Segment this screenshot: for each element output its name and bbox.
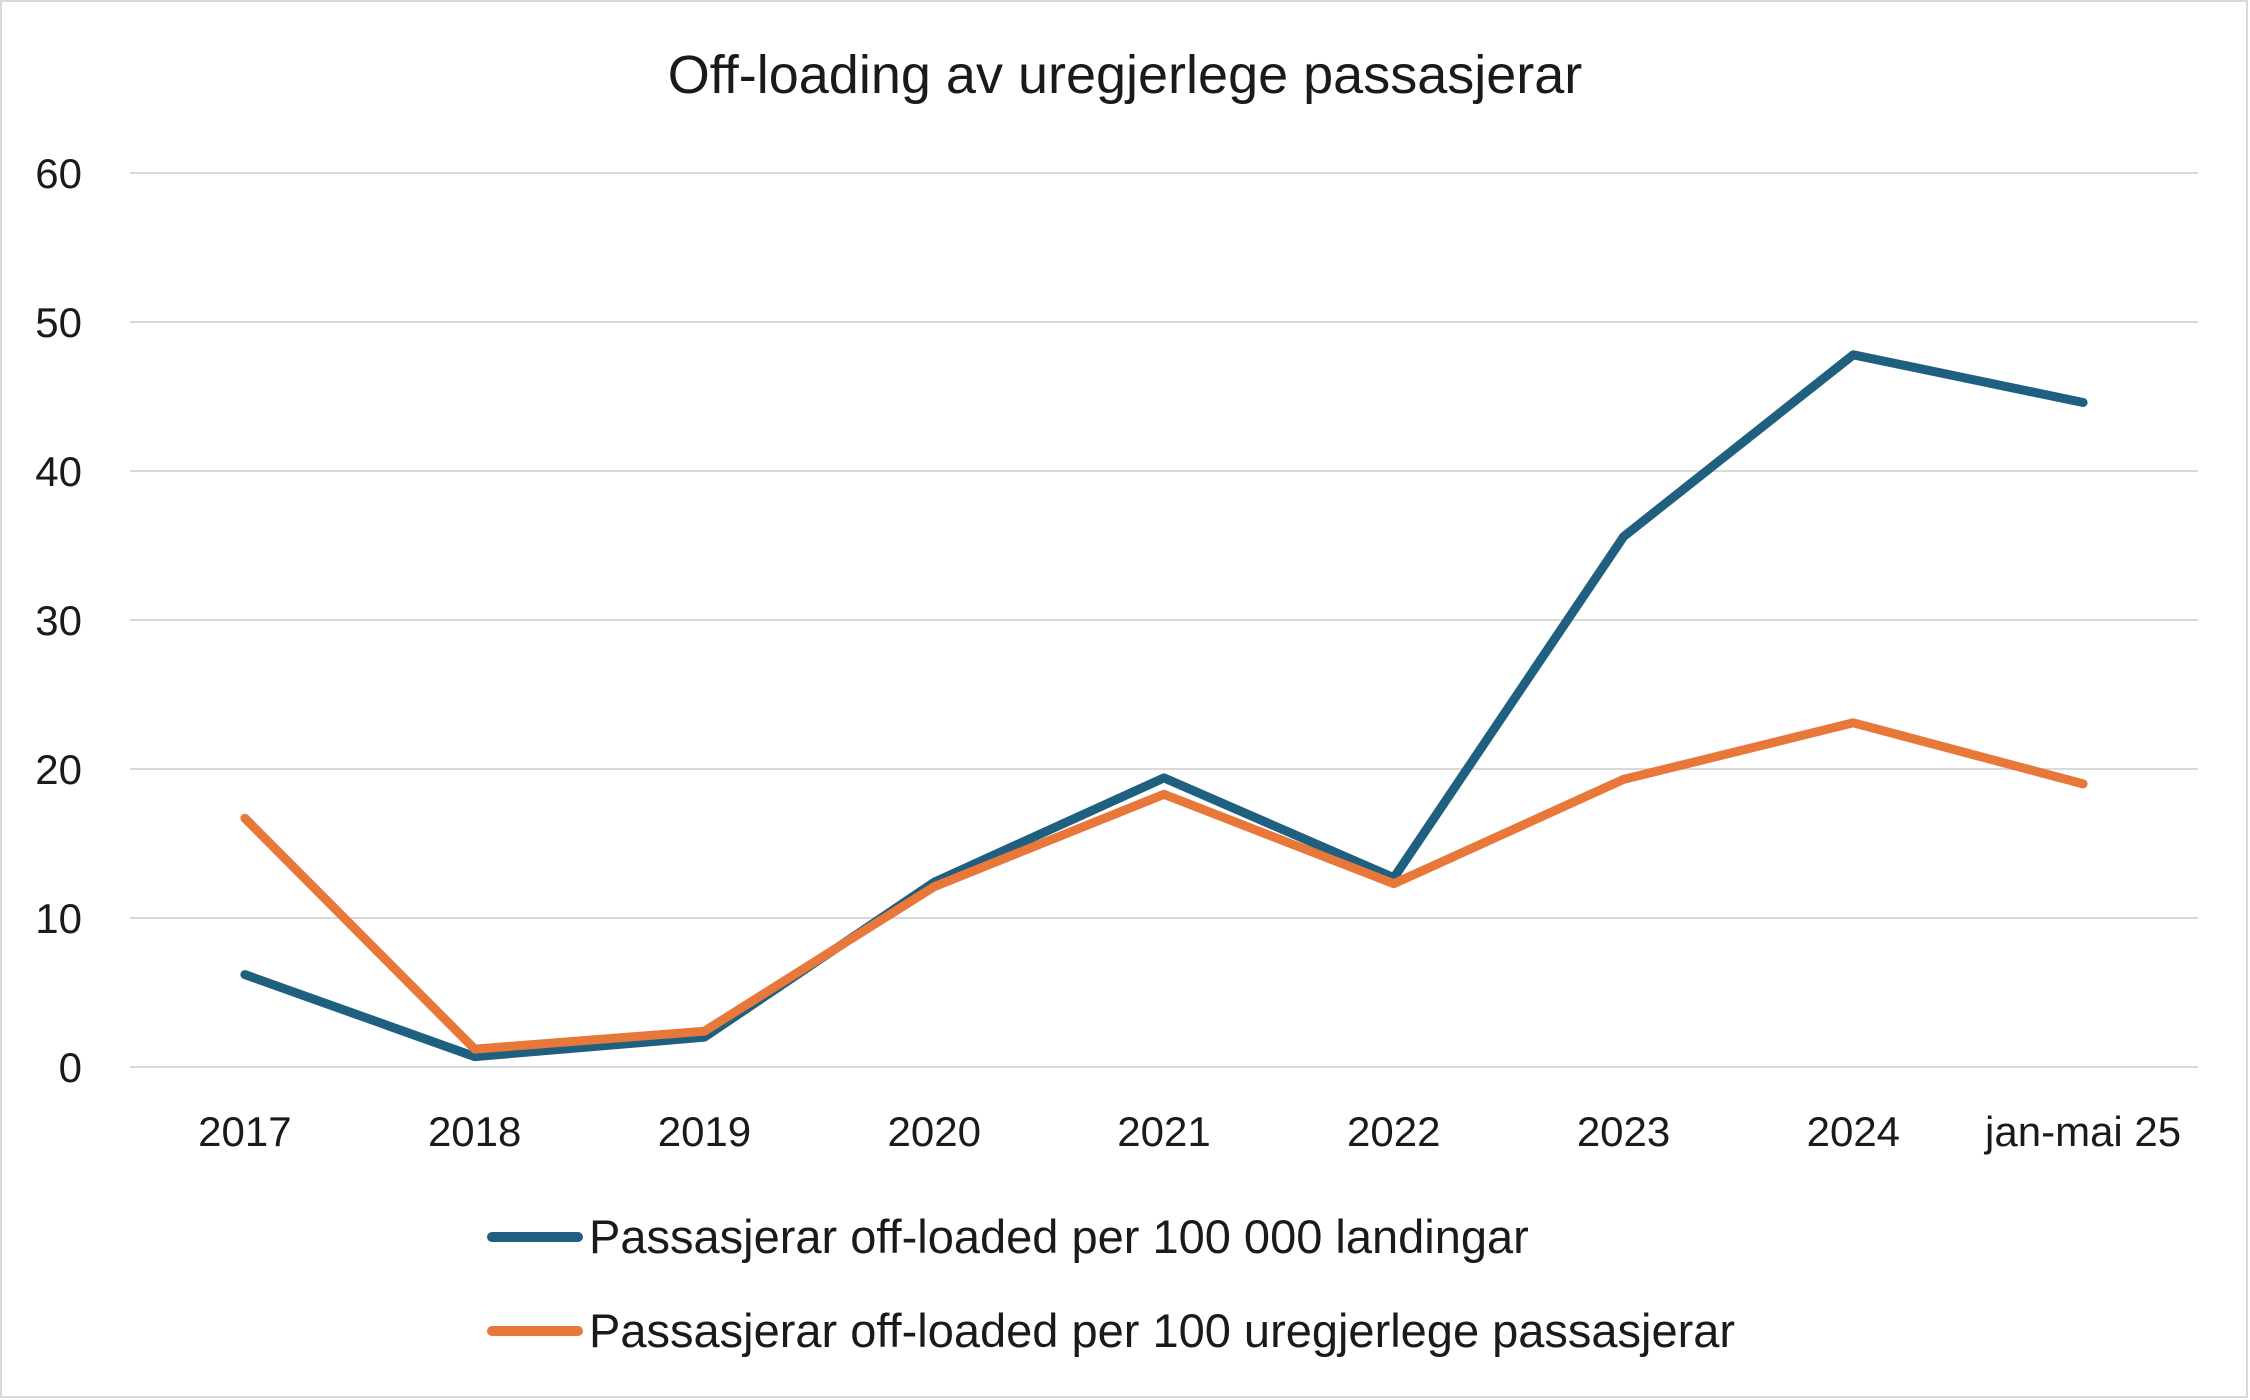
legend: Passasjerar off-loaded per 100 000 landi…	[487, 1210, 1735, 1357]
y-tick-label: 40	[35, 448, 82, 495]
legend-label-2: Passasjerar off-loaded per 100 uregjerle…	[589, 1304, 1735, 1357]
y-tick-label: 10	[35, 895, 82, 942]
y-tick-label: 20	[35, 746, 82, 793]
series-line-1	[240, 350, 2088, 1062]
x-tick-label: 2020	[888, 1108, 981, 1155]
x-tick-label: 2017	[198, 1108, 291, 1155]
gridlines	[130, 172, 2198, 1068]
y-tick-label: 0	[59, 1044, 82, 1091]
series-lines	[240, 350, 2088, 1062]
series-line-2	[240, 718, 2088, 1054]
x-tick-label: 2023	[1577, 1108, 1670, 1155]
x-tick-label: 2024	[1807, 1108, 1900, 1155]
x-axis-tick-labels: 2017 2018 2019 2020 2021 2022 2023 2024 jan-mai …	[198, 1108, 2181, 1155]
x-tick-label: 2019	[658, 1108, 751, 1155]
y-tick-label: 60	[35, 150, 82, 197]
chart-title: Off-loading av uregjerlege passasjerar	[668, 45, 1583, 105]
legend-label-1: Passasjerar off-loaded per 100 000 landi…	[589, 1210, 1529, 1263]
x-tick-label: 2018	[428, 1108, 521, 1155]
x-tick-label: jan-mai 25	[1983, 1108, 2181, 1155]
y-axis-tick-labels: 0 10 20 30 40 50 60	[35, 150, 82, 1091]
x-tick-label: 2022	[1347, 1108, 1440, 1155]
x-tick-label: 2021	[1117, 1108, 1210, 1155]
y-tick-label: 50	[35, 299, 82, 346]
y-tick-label: 30	[35, 597, 82, 644]
